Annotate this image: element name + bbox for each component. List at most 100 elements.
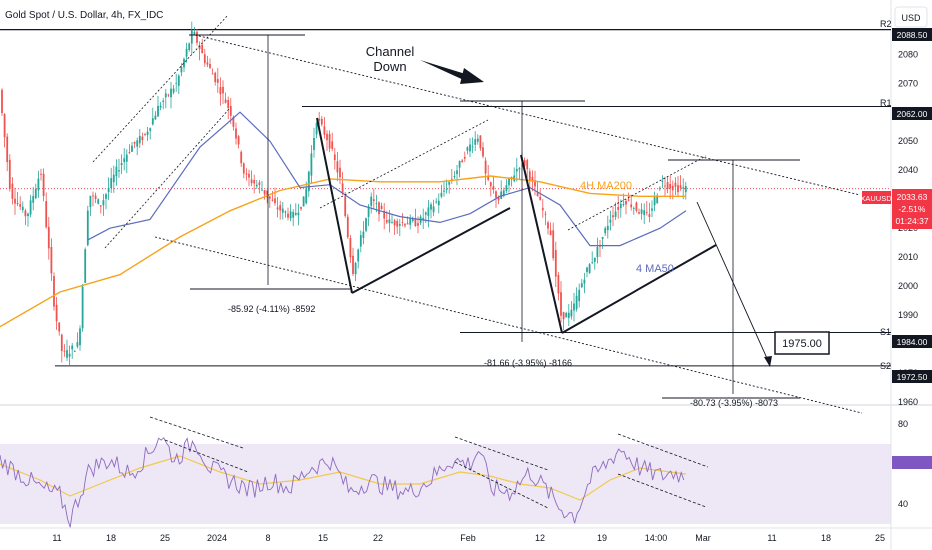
- candle-body: [63, 350, 66, 352]
- candle-body: [435, 201, 438, 203]
- candle-body: [128, 152, 131, 153]
- level-value-s1: 1984.00: [897, 337, 928, 347]
- candle-body: [461, 160, 464, 163]
- candle-body: [471, 146, 474, 148]
- candle-body: [14, 198, 16, 204]
- candle-body: [76, 342, 79, 347]
- candle-body: [349, 238, 352, 258]
- candle-body: [443, 190, 445, 192]
- last-price-change: -2.51%: [899, 204, 926, 214]
- candle-body: [222, 86, 224, 94]
- currency-button[interactable]: [894, 6, 928, 28]
- candle-body: [661, 181, 664, 183]
- candle-body: [479, 135, 482, 149]
- candle-body: [318, 118, 321, 121]
- candle-body: [58, 322, 61, 332]
- candle-body: [640, 209, 643, 214]
- candle-body: [183, 58, 185, 68]
- candle-body: [440, 192, 443, 197]
- candle-body: [456, 170, 458, 175]
- rise-channel-upper: [92, 14, 229, 163]
- candle-body: [422, 217, 425, 221]
- candle-body: [97, 199, 100, 204]
- candle-body: [214, 72, 217, 83]
- candle-body: [458, 160, 461, 168]
- candle-body: [469, 144, 471, 152]
- candle-body: [281, 208, 284, 213]
- projection-arrowhead: [764, 356, 772, 367]
- price-tick-label: 2000: [898, 281, 918, 291]
- candle-body: [339, 167, 341, 178]
- time-tick-label: 25: [875, 533, 885, 543]
- candle-body: [250, 179, 253, 184]
- candle-body: [445, 189, 448, 191]
- candle-body: [578, 289, 581, 302]
- candle-body: [289, 211, 292, 219]
- candle-body: [313, 138, 315, 150]
- candle-body: [307, 171, 310, 192]
- target-label: 1975.00: [782, 338, 822, 350]
- time-tick-label: Feb: [460, 533, 476, 543]
- candle-body: [53, 276, 55, 307]
- projection-line: [696, 201, 771, 366]
- time-tick-label: 18: [821, 533, 831, 543]
- candle-body: [380, 205, 383, 210]
- candle-body: [502, 190, 505, 196]
- candle-body: [320, 118, 323, 125]
- candle-body: [583, 279, 586, 284]
- candle-body: [398, 224, 401, 226]
- candle-body: [81, 286, 84, 329]
- candle-body: [573, 303, 575, 311]
- candle-body: [463, 157, 466, 159]
- candle-body: [669, 184, 672, 189]
- candle-body: [287, 213, 289, 218]
- candle-body: [206, 62, 209, 65]
- candle-body: [432, 206, 435, 213]
- candle-body: [99, 205, 102, 207]
- candle-body: [211, 73, 214, 75]
- candle-body: [544, 213, 547, 215]
- candle-body: [112, 174, 115, 183]
- candle-body: [593, 257, 596, 262]
- candle-body: [144, 133, 146, 135]
- level-value-r1: 2062.00: [897, 109, 928, 119]
- rsi-band: [0, 444, 891, 524]
- candle-body: [32, 195, 35, 203]
- candle-body: [149, 128, 152, 131]
- flag2-lower: [561, 244, 717, 334]
- candle-body: [635, 202, 638, 211]
- rsi-line: [0, 437, 685, 528]
- candle-body: [414, 218, 417, 227]
- channel-upper-line: [194, 34, 861, 196]
- candle-body: [622, 204, 625, 205]
- candle-body: [648, 214, 651, 217]
- candle-body: [66, 350, 68, 358]
- candle-body: [448, 181, 451, 185]
- candle-body: [196, 31, 198, 43]
- candle-body: [547, 222, 549, 229]
- candle-body: [625, 200, 627, 205]
- candle-body: [651, 208, 653, 211]
- candle-body: [580, 283, 583, 288]
- candle-body: [138, 135, 141, 144]
- candle-body: [664, 185, 666, 187]
- candle-body: [362, 231, 365, 238]
- measure-label-2: -81.66 (-3.95%) -8166: [484, 358, 572, 368]
- candle-body: [601, 237, 604, 239]
- candle-body: [575, 295, 578, 310]
- level-value-s2: 1972.50: [897, 372, 928, 382]
- candle-body: [24, 210, 27, 217]
- candle-body: [120, 163, 123, 166]
- candle-body: [500, 191, 503, 199]
- candle-body: [567, 312, 570, 319]
- candle-body: [549, 230, 552, 236]
- candle-body: [71, 345, 74, 350]
- time-tick-label: 8: [265, 533, 270, 543]
- candle-body: [554, 250, 557, 277]
- candle-body: [1, 89, 3, 114]
- candle-body: [151, 118, 154, 125]
- candle-body: [326, 133, 328, 141]
- candle-body: [47, 226, 50, 249]
- candle-body: [367, 206, 370, 217]
